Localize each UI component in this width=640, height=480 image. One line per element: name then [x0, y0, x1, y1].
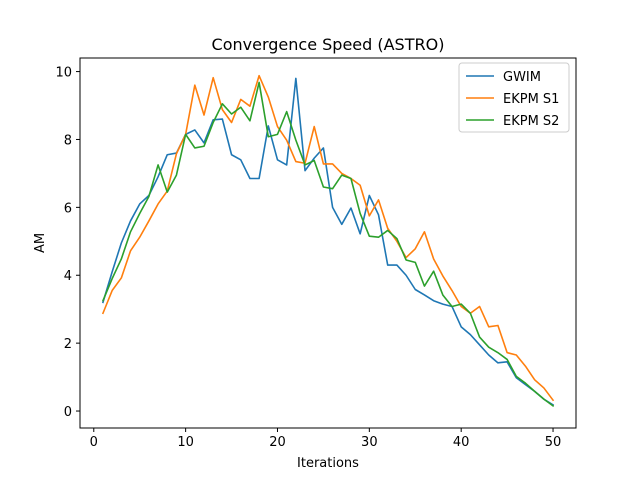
series-line-ekpm-s2: [101, 81, 555, 408]
y-tick-label: 8: [64, 133, 72, 148]
x-tick-label: 20: [269, 435, 286, 450]
legend-label: EKPM S2: [503, 114, 559, 129]
y-axis: 0 2 4 6 8 10: [55, 66, 80, 420]
plot-frame: [79, 57, 577, 429]
chart-title: Convergence Speed (ASTRO): [212, 35, 445, 54]
x-axis-label: Iterations: [297, 456, 359, 471]
plot-area: [101, 74, 555, 408]
x-tick-label: 0: [90, 435, 98, 450]
y-tick-label: 6: [64, 201, 72, 216]
y-tick-label: 10: [55, 66, 72, 81]
x-tick-label: 50: [545, 435, 562, 450]
legend: GWIM EKPM S1 EKPM S2: [458, 62, 570, 133]
series-line-ekpm-s1: [101, 74, 555, 402]
x-tick-label: 30: [361, 435, 378, 450]
y-tick-label: 2: [64, 337, 72, 352]
legend-label: GWIM: [503, 70, 541, 85]
legend-box: [458, 62, 570, 133]
y-tick-label: 4: [64, 269, 72, 284]
y-tick-label: 0: [64, 405, 72, 420]
legend-label: EKPM S1: [503, 92, 559, 107]
x-tick-label: 10: [177, 435, 194, 450]
x-axis: 0 10 20 30 40 50: [90, 428, 562, 450]
x-tick-label: 40: [453, 435, 470, 450]
y-axis-label: AM: [33, 233, 48, 253]
